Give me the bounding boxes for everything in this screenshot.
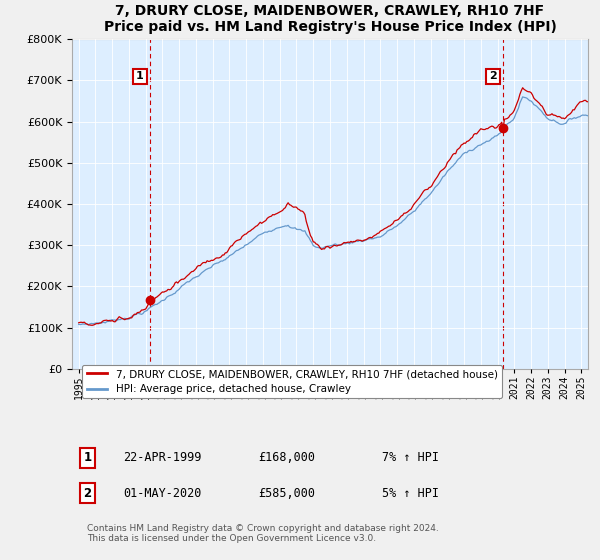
Title: 7, DRURY CLOSE, MAIDENBOWER, CRAWLEY, RH10 7HF
Price paid vs. HM Land Registry's: 7, DRURY CLOSE, MAIDENBOWER, CRAWLEY, RH…: [104, 4, 556, 34]
Text: £168,000: £168,000: [258, 451, 315, 464]
Text: Contains HM Land Registry data © Crown copyright and database right 2024.
This d: Contains HM Land Registry data © Crown c…: [88, 524, 439, 543]
Text: 5% ↑ HPI: 5% ↑ HPI: [382, 487, 439, 500]
Text: 2: 2: [489, 71, 497, 81]
Text: 01-MAY-2020: 01-MAY-2020: [124, 487, 202, 500]
Legend: 7, DRURY CLOSE, MAIDENBOWER, CRAWLEY, RH10 7HF (detached house), HPI: Average pr: 7, DRURY CLOSE, MAIDENBOWER, CRAWLEY, RH…: [82, 365, 502, 398]
Text: 22-APR-1999: 22-APR-1999: [124, 451, 202, 464]
Text: £585,000: £585,000: [258, 487, 315, 500]
Text: 1: 1: [83, 451, 92, 464]
Text: 7% ↑ HPI: 7% ↑ HPI: [382, 451, 439, 464]
Text: 2: 2: [83, 487, 92, 500]
Text: 1: 1: [136, 71, 144, 81]
